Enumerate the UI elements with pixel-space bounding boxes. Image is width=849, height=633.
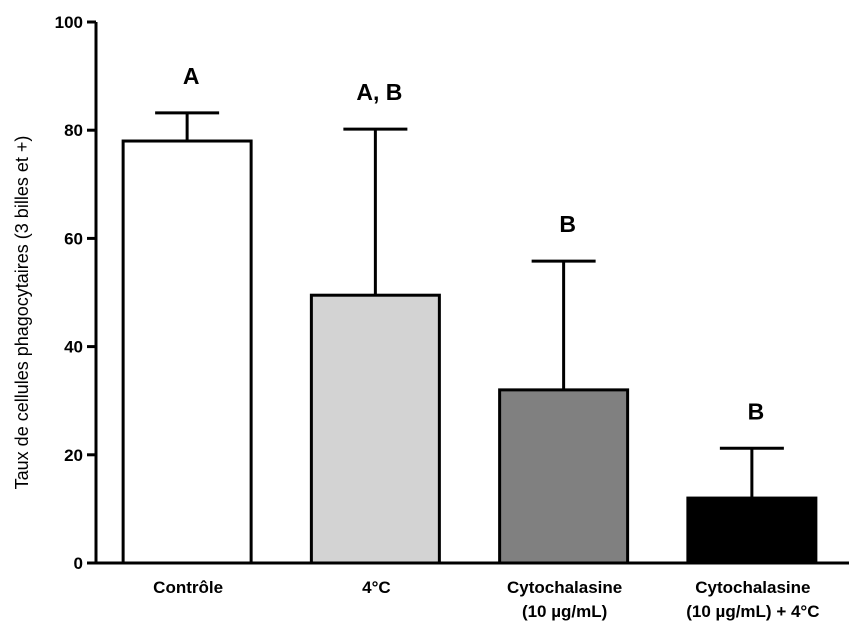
bars bbox=[121, 139, 818, 565]
y-tick-label: 40 bbox=[64, 338, 83, 357]
error-bars bbox=[155, 111, 784, 499]
bar bbox=[686, 496, 818, 565]
y-tick-label: 0 bbox=[74, 554, 83, 573]
significance-label: A, B bbox=[356, 79, 402, 105]
bar bbox=[498, 388, 630, 565]
significance-label: B bbox=[748, 398, 765, 424]
x-tick-label: Contrôle bbox=[153, 578, 223, 597]
significance-labels: A A, B B B bbox=[183, 63, 764, 424]
significance-label: A bbox=[183, 63, 200, 89]
y-tick-label: 20 bbox=[64, 446, 83, 465]
y-ticks: 0 20 40 60 80 100 bbox=[55, 13, 96, 573]
bar bbox=[121, 139, 253, 565]
y-tick-label: 100 bbox=[55, 13, 83, 32]
bar bbox=[309, 293, 441, 565]
y-axis-title: Taux de cellules phagocytaires (3 billes… bbox=[12, 136, 32, 490]
x-tick-label: 4°C bbox=[362, 578, 391, 597]
x-tick-label: Cytochalasine bbox=[507, 578, 622, 597]
y-tick-label: 60 bbox=[64, 229, 83, 248]
y-tick-label: 80 bbox=[64, 121, 83, 140]
x-tick-label: (10 µg/mL) bbox=[522, 602, 607, 621]
significance-label: B bbox=[559, 211, 576, 237]
x-tick-label: Cytochalasine bbox=[695, 578, 810, 597]
x-labels: Contrôle 4°C Cytochalasine (10 µg/mL) Cytoch… bbox=[153, 578, 819, 621]
x-tick-label: (10 µg/mL) + 4°C bbox=[686, 602, 819, 621]
